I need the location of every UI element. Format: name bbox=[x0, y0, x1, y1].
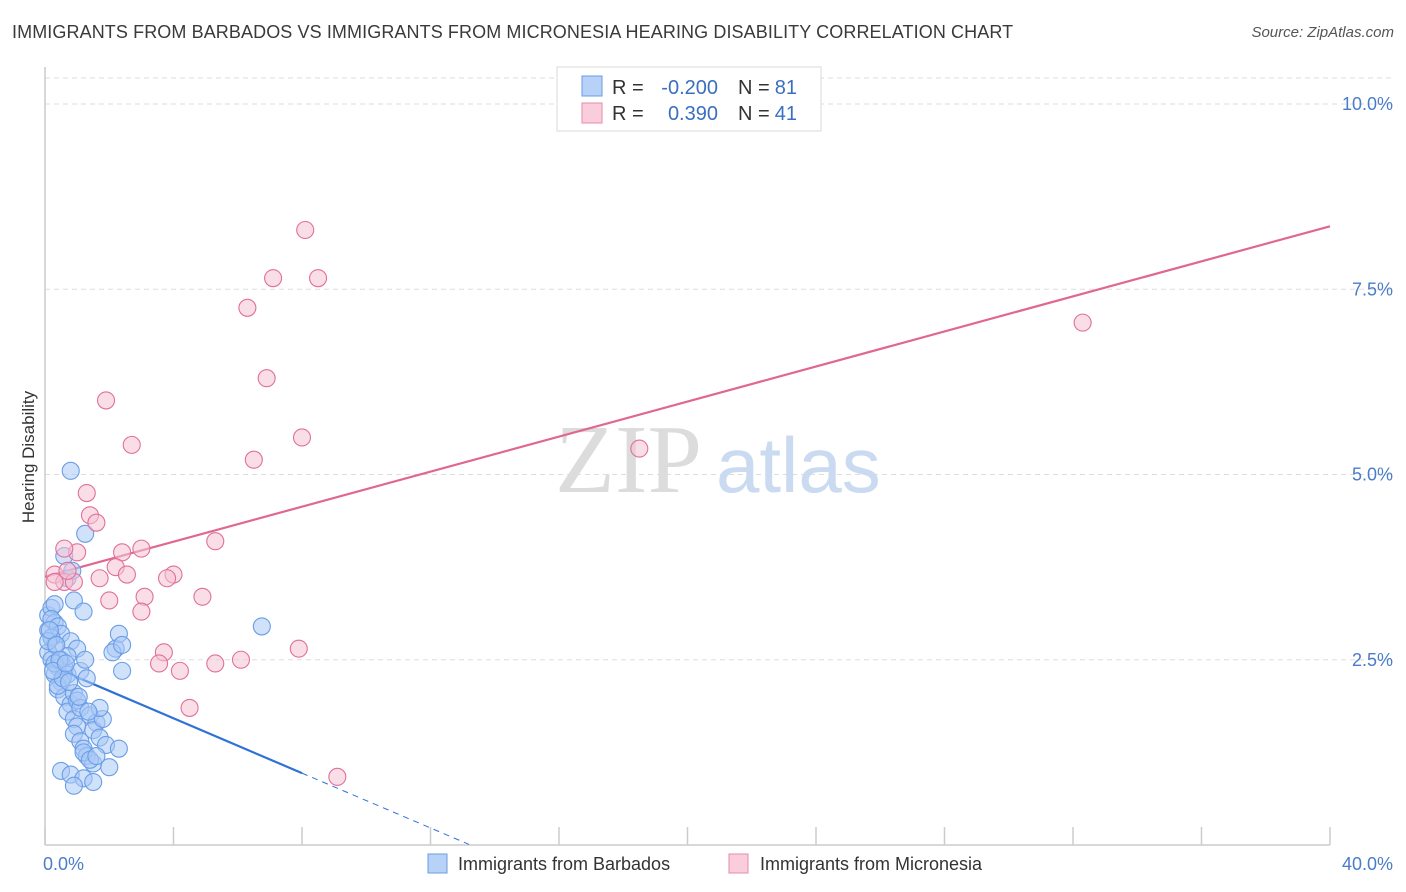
x-tick-label: 0.0% bbox=[43, 854, 84, 874]
y-tick-label: 5.0% bbox=[1352, 465, 1393, 485]
data-point-barbados bbox=[252, 617, 271, 636]
data-point-micronesia bbox=[289, 639, 308, 658]
data-point-barbados bbox=[56, 654, 75, 673]
data-point-micronesia bbox=[158, 569, 177, 588]
data-point-barbados bbox=[77, 669, 96, 688]
data-point-barbados bbox=[61, 461, 80, 480]
x-tick-label: 40.0% bbox=[1342, 854, 1393, 874]
data-point-micronesia bbox=[87, 513, 106, 532]
data-point-barbados bbox=[84, 772, 103, 792]
data-point-micronesia bbox=[132, 539, 151, 558]
data-point-barbados bbox=[47, 635, 66, 654]
data-point-barbados bbox=[76, 524, 95, 543]
data-point-barbados bbox=[69, 687, 88, 706]
data-point-micronesia bbox=[206, 532, 225, 551]
data-point-micronesia bbox=[231, 650, 251, 669]
data-point-micronesia bbox=[45, 572, 64, 592]
y-tick-label: 2.5% bbox=[1352, 650, 1393, 670]
data-point-barbados bbox=[76, 650, 95, 669]
data-point-barbados bbox=[113, 635, 132, 654]
data-point-micronesia bbox=[149, 654, 169, 673]
axes bbox=[44, 67, 1331, 846]
data-point-micronesia bbox=[292, 428, 312, 447]
data-point-micronesia bbox=[135, 587, 154, 606]
data-point-barbados bbox=[74, 602, 93, 621]
data-point-micronesia bbox=[257, 369, 276, 388]
legend: R = -0.200 N = 81 R = 0.390 N = 41 bbox=[556, 66, 822, 132]
chart-title: IMMIGRANTS FROM BARBADOS VS IMMIGRANTS F… bbox=[12, 22, 1014, 42]
data-point-micronesia bbox=[90, 569, 109, 588]
data-point-micronesia bbox=[238, 298, 257, 317]
gridlines bbox=[45, 77, 1393, 661]
data-point-micronesia bbox=[309, 269, 328, 288]
data-point-micronesia bbox=[58, 561, 77, 580]
data-point-micronesia bbox=[77, 483, 96, 503]
bottom-legend: Immigrants from Barbados Immigrants from… bbox=[427, 853, 983, 874]
legend-n-value: 81 bbox=[775, 77, 797, 99]
data-point-barbados bbox=[45, 595, 64, 614]
data-point-micronesia bbox=[96, 391, 116, 410]
watermark-zip: ZIP bbox=[555, 406, 702, 514]
legend-n-label: N = bbox=[738, 77, 770, 99]
watermark: ZIP atlas bbox=[555, 406, 881, 514]
legend-swatch-barbados bbox=[581, 75, 603, 97]
bottom-legend-label-micronesia: Immigrants from Micronesia bbox=[760, 854, 983, 874]
data-point-barbados bbox=[60, 672, 79, 692]
data-point-barbados bbox=[109, 739, 128, 758]
bottom-legend-swatch-micronesia bbox=[728, 853, 749, 874]
trend-lines bbox=[44, 225, 1331, 845]
trend-line-extension bbox=[301, 772, 470, 845]
data-point-micronesia bbox=[296, 220, 315, 240]
chart-source: Source: ZipAtlas.com bbox=[1251, 24, 1394, 41]
data-point-barbados bbox=[100, 758, 119, 777]
legend-n-value: 41 bbox=[775, 103, 797, 125]
data-point-micronesia bbox=[55, 539, 74, 558]
data-point-micronesia bbox=[630, 439, 649, 458]
bottom-legend-swatch-barbados bbox=[427, 853, 448, 874]
legend-r-value: -0.200 bbox=[661, 77, 718, 99]
data-point-micronesia bbox=[206, 654, 225, 673]
data-point-micronesia bbox=[170, 661, 189, 680]
legend-swatch-micronesia bbox=[581, 102, 603, 124]
data-point-micronesia bbox=[1073, 313, 1092, 332]
data-point-barbados bbox=[64, 776, 83, 795]
legend-r-value: 0.390 bbox=[668, 103, 718, 125]
y-tick-label: 7.5% bbox=[1352, 279, 1393, 299]
legend-r-label: R = bbox=[612, 103, 644, 125]
watermark-atlas: atlas bbox=[716, 421, 881, 509]
data-point-barbados bbox=[87, 747, 106, 766]
data-point-micronesia bbox=[193, 587, 212, 606]
data-point-micronesia bbox=[122, 435, 141, 454]
data-point-micronesia bbox=[132, 602, 151, 621]
data-points bbox=[39, 220, 1092, 795]
data-point-barbados bbox=[113, 661, 132, 680]
trend-line bbox=[44, 225, 1331, 578]
data-point-micronesia bbox=[180, 698, 199, 717]
data-point-micronesia bbox=[100, 591, 119, 610]
data-point-barbados bbox=[79, 702, 98, 721]
data-point-micronesia bbox=[117, 565, 136, 584]
bottom-legend-label-barbados: Immigrants from Barbados bbox=[458, 854, 670, 874]
tick-labels: 2.5% 5.0% 7.5% 10.0% 0.0% 40.0% bbox=[43, 94, 1393, 874]
data-point-micronesia bbox=[264, 269, 283, 288]
legend-n-label: N = bbox=[738, 103, 770, 125]
data-point-micronesia bbox=[328, 767, 347, 786]
legend-r-label: R = bbox=[612, 77, 644, 99]
data-point-micronesia bbox=[244, 450, 263, 469]
y-axis-label: Hearing Disability bbox=[19, 390, 38, 523]
y-tick-label: 10.0% bbox=[1342, 94, 1393, 114]
